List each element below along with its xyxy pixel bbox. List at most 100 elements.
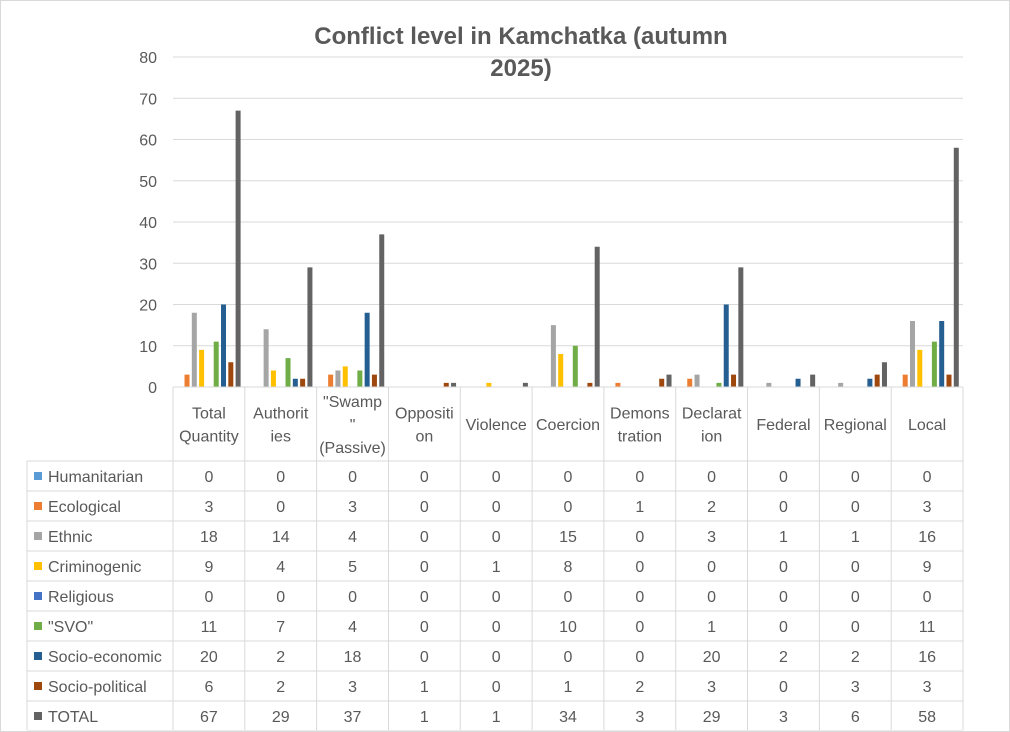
bar (939, 321, 945, 387)
data-value: 2 (276, 649, 285, 666)
bar (909, 321, 915, 387)
bar (292, 378, 298, 387)
series-name: Humanitarian (48, 469, 143, 486)
data-value: 0 (492, 679, 501, 696)
category-label: ies (271, 429, 291, 446)
series-name: TOTAL (48, 709, 98, 726)
series-name: Criminogenic (48, 559, 141, 576)
bar (522, 382, 528, 387)
data-value: 1 (492, 559, 501, 576)
data-value: 0 (564, 649, 573, 666)
bar (357, 370, 363, 387)
data-value: 0 (204, 469, 213, 486)
data-value: 11 (201, 619, 218, 636)
data-value: 6 (204, 679, 213, 696)
chart-title: Conflict level in Kamchatka (autumn 2025… (261, 21, 781, 85)
bar (379, 234, 385, 387)
bar (902, 374, 908, 387)
bar (731, 374, 737, 387)
bar (191, 312, 197, 387)
data-value: 4 (276, 559, 285, 576)
data-value: 1 (564, 679, 573, 696)
bar (716, 382, 722, 387)
data-value: 10 (559, 619, 577, 636)
data-value: 1 (420, 679, 429, 696)
bar (594, 246, 600, 387)
bar (364, 312, 370, 387)
data-value: 0 (420, 589, 429, 606)
data-value: 0 (635, 649, 644, 666)
data-value: 58 (918, 709, 936, 726)
bar (199, 349, 205, 387)
data-value: 0 (779, 559, 788, 576)
data-value: 0 (276, 589, 285, 606)
bar (213, 341, 219, 387)
bar (263, 329, 269, 387)
data-value: 0 (420, 649, 429, 666)
data-value: 0 (851, 469, 860, 486)
data-value: 6 (851, 709, 860, 726)
data-value: 0 (851, 589, 860, 606)
series-name: Socio-economic (48, 649, 162, 666)
bar (838, 382, 844, 387)
bar (328, 374, 334, 387)
category-label: tration (618, 429, 662, 446)
bar (795, 378, 801, 387)
data-value: 0 (492, 529, 501, 546)
data-value: 0 (923, 589, 932, 606)
data-value: 0 (420, 499, 429, 516)
data-value: 29 (703, 709, 721, 726)
bar (881, 362, 887, 387)
bar (694, 374, 700, 387)
data-value: 3 (923, 499, 932, 516)
data-value: 14 (272, 529, 290, 546)
bar (228, 362, 234, 387)
bar (235, 110, 241, 387)
bar (953, 147, 959, 387)
bar (723, 304, 729, 387)
category-label: Local (908, 417, 946, 434)
data-value: 2 (779, 649, 788, 666)
bar (270, 370, 276, 387)
legend-key (34, 652, 42, 660)
category-label: ion (701, 429, 722, 446)
data-value: 3 (779, 709, 788, 726)
data-value: 0 (276, 469, 285, 486)
series-name: Socio-political (48, 679, 147, 696)
y-tick-label: 50 (139, 174, 157, 191)
bar (371, 374, 377, 387)
data-value: 29 (272, 709, 290, 726)
data-value: 0 (779, 469, 788, 486)
category-label: Quantity (179, 429, 239, 446)
data-value: 0 (851, 619, 860, 636)
series-name: Ethnic (48, 529, 92, 546)
data-value: 37 (344, 709, 362, 726)
data-value: 1 (420, 709, 429, 726)
data-value: 0 (420, 529, 429, 546)
bar (486, 382, 492, 387)
bar (810, 374, 816, 387)
data-value: 20 (200, 649, 218, 666)
data-value: 0 (348, 589, 357, 606)
data-value: 0 (707, 589, 716, 606)
data-value: 0 (492, 469, 501, 486)
series-name: Religious (48, 589, 114, 606)
data-value: 0 (492, 619, 501, 636)
data-value: 16 (918, 529, 936, 546)
data-value: 0 (420, 619, 429, 636)
bar (867, 378, 873, 387)
y-tick-label: 80 (139, 50, 157, 67)
category-label: Oppositi (395, 406, 454, 423)
chart-title-line-1: Conflict level in Kamchatka (autumn (314, 23, 728, 50)
data-value: 1 (779, 529, 788, 546)
data-value: 2 (635, 679, 644, 696)
bar (615, 382, 621, 387)
legend-key (34, 502, 42, 510)
data-value: 0 (635, 469, 644, 486)
bar (307, 267, 313, 387)
data-value: 0 (851, 559, 860, 576)
category-label: " (350, 417, 356, 434)
y-tick-label: 20 (139, 298, 157, 315)
bar (874, 374, 880, 387)
